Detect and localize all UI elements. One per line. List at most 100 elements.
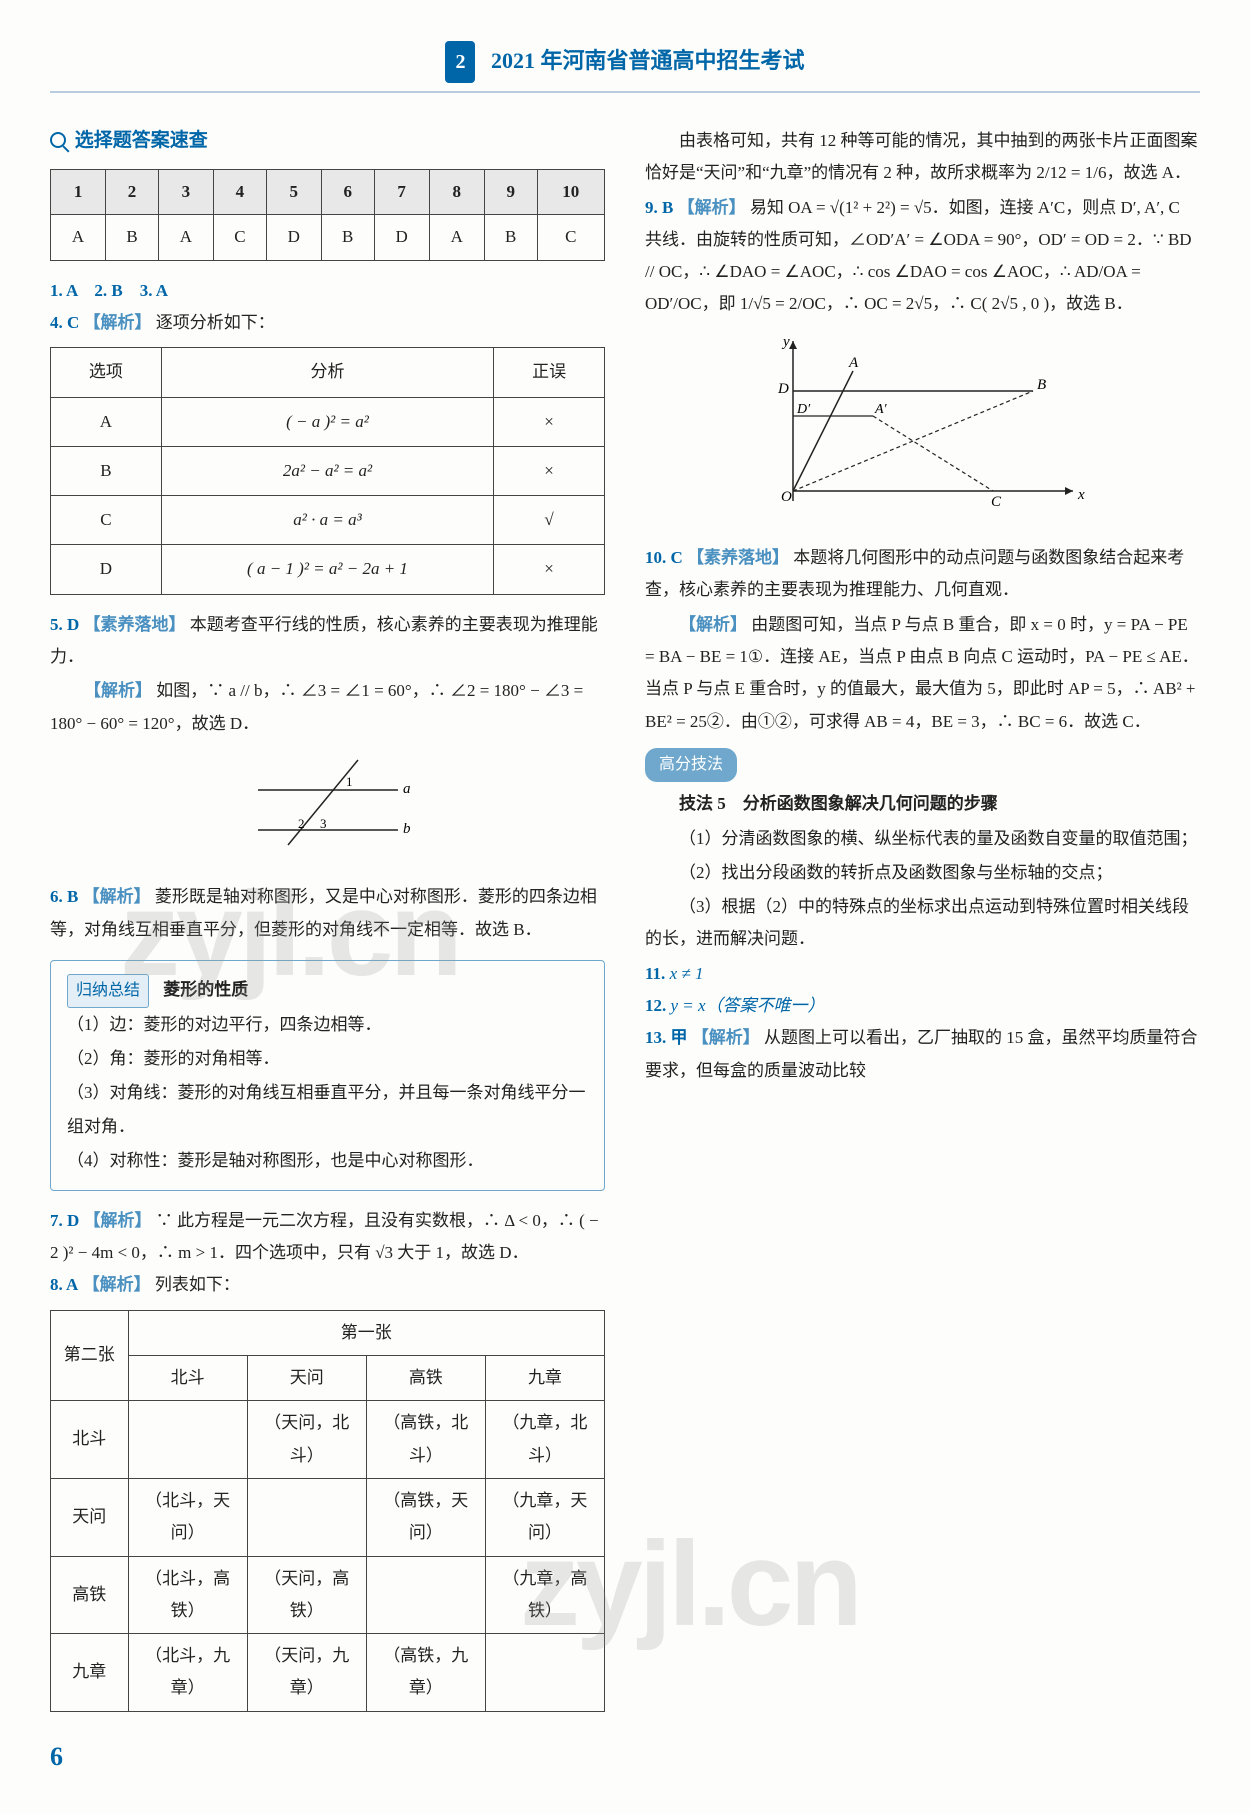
answers-1-3: 1. A 2. B 3. A xyxy=(50,275,605,307)
th: 分析 xyxy=(161,348,493,397)
td: A xyxy=(51,215,106,260)
td: A xyxy=(429,215,484,260)
q5-tag1: 【素养落地】 xyxy=(84,615,186,634)
row-label: 九章 xyxy=(51,1634,129,1712)
td: × xyxy=(494,397,605,446)
q12-num: 12. xyxy=(645,996,666,1015)
label-D: D xyxy=(777,381,789,397)
header-badge: 2 xyxy=(445,41,475,83)
td: （北斗，高铁） xyxy=(128,1556,247,1634)
table-row: 第二张 第一张 xyxy=(51,1310,605,1355)
q7-line: 7. D 【解析】 ∵ 此方程是一元二次方程，且没有实数根，∴ Δ < 0，∴ … xyxy=(50,1205,605,1270)
td: 2a² − a² = a² xyxy=(161,446,493,495)
parallel-lines-svg: a b 1 2 3 xyxy=(238,750,418,860)
label-b: b xyxy=(403,821,411,837)
th: 7 xyxy=(374,170,429,215)
table-row: C a² · a = a³ √ xyxy=(51,496,605,545)
td xyxy=(366,1556,485,1634)
row-label: 北斗 xyxy=(51,1401,129,1479)
th: 3 xyxy=(158,170,213,215)
td: × xyxy=(494,545,605,594)
corner-top: 第一张 xyxy=(128,1310,604,1355)
quickcheck-title: 选择题答案速查 xyxy=(50,123,605,159)
q9-diagram: O x y D D′ A A′ B C xyxy=(645,331,1200,532)
page-header: 2 2021 年河南省普通高中招生考试 xyxy=(50,40,1200,93)
q13-tag: 【解析】 xyxy=(692,1028,760,1047)
q12-text: y = x（答案不唯一） xyxy=(671,996,825,1015)
label-Dp: D′ xyxy=(796,402,811,417)
q8-continuation: 由表格可知，共有 12 种等可能的情况，其中抽到的两张卡片正面图案恰好是“天问”… xyxy=(645,125,1200,190)
q8-table: 第二张 第一张 北斗 天问 高铁 九章 北斗 （天问，北斗） （高铁，北斗） （… xyxy=(50,1310,605,1712)
td: （高铁，天问） xyxy=(366,1478,485,1556)
td xyxy=(247,1478,366,1556)
q9-line: 9. B 【解析】 易知 OA = √(1² + 2²) = √5．如图，连接 … xyxy=(645,192,1200,321)
q11-num: 11. xyxy=(645,964,665,983)
summary-label: 归纳总结 xyxy=(67,974,149,1008)
q5-diagram: a b 1 2 3 xyxy=(50,750,605,871)
q11-text: x ≠ 1 xyxy=(670,964,704,983)
label-O: O xyxy=(781,489,792,505)
q5-line1: 5. D 【素养落地】 本题考查平行线的性质，核心素养的主要表现为推理能力． xyxy=(50,609,605,674)
th: 9 xyxy=(484,170,537,215)
label-x: x xyxy=(1077,487,1085,503)
th: 高铁 xyxy=(366,1356,485,1401)
td: C xyxy=(51,496,162,545)
q12-line: 12. y = x（答案不唯一） xyxy=(645,990,1200,1022)
td: ( − a )² = a² xyxy=(161,397,493,446)
q5-num: 5. D xyxy=(50,615,79,634)
table-row: A ( − a )² = a² × xyxy=(51,397,605,446)
quickcheck-title-text: 选择题答案速查 xyxy=(75,130,208,151)
th: 4 xyxy=(214,170,267,215)
td xyxy=(485,1634,604,1712)
table-row: D ( a − 1 )² = a² − 2a + 1 × xyxy=(51,545,605,594)
right-column: 由表格可知，共有 12 种等可能的情况，其中抽到的两张卡片正面图案恰好是“天问”… xyxy=(645,123,1200,1781)
q8-line: 8. A 【解析】 列表如下： xyxy=(50,1269,605,1301)
summary-item: （2）角：菱形的对角相等． xyxy=(67,1042,588,1076)
magnifier-icon xyxy=(50,132,66,148)
th: 正误 xyxy=(494,348,605,397)
td: D xyxy=(374,215,429,260)
q10-num: 10. C xyxy=(645,548,683,567)
q5-tag2: 【解析】 xyxy=(84,681,152,700)
th: 10 xyxy=(537,170,604,215)
label-3: 3 xyxy=(320,816,327,831)
td: （天问，九章） xyxy=(247,1634,366,1712)
q8-num: 8. A xyxy=(50,1275,78,1294)
q4-line: 4. C 【解析】 逐项分析如下： xyxy=(50,307,605,339)
technique-item: （2）找出分段函数的转折点及函数图象与坐标轴的交点； xyxy=(645,857,1200,889)
q13-num: 13. xyxy=(645,1028,666,1047)
td: A xyxy=(51,397,162,446)
table-row: B 2a² − a² = a² × xyxy=(51,446,605,495)
th: 5 xyxy=(266,170,321,215)
summary-box: 归纳总结 菱形的性质 （1）边：菱形的对边平行，四条边相等． （2）角：菱形的对… xyxy=(50,960,605,1191)
technique-badge: 高分技法 xyxy=(645,748,737,782)
table-row: 北斗 天问 高铁 九章 xyxy=(51,1356,605,1401)
label-B: B xyxy=(1037,377,1046,393)
q10-line1: 10. C 【素养落地】 本题将几何图形中的动点问题与函数图象结合起来考查，核心… xyxy=(645,542,1200,607)
header-title: 2021 年河南省普通高中招生考试 xyxy=(491,48,805,73)
left-column: 选择题答案速查 1 2 3 4 5 6 7 8 9 10 A B A C D B xyxy=(50,123,605,1781)
label-Ap: A′ xyxy=(874,402,888,417)
td: （北斗，天问） xyxy=(128,1478,247,1556)
td: （九章，北斗） xyxy=(485,1401,604,1479)
q6-num: 6. B xyxy=(50,887,78,906)
label-a: a xyxy=(403,781,411,797)
corner-left: 第二张 xyxy=(51,1310,129,1401)
td: （北斗，九章） xyxy=(128,1634,247,1712)
q10-line2: 【解析】 由题图可知，当点 P 与点 B 重合，即 x = 0 时，y = PA… xyxy=(645,609,1200,738)
coordinate-diagram-svg: O x y D D′ A A′ B C xyxy=(753,331,1093,521)
th: 2 xyxy=(106,170,159,215)
q9-tag: 【解析】 xyxy=(678,198,746,217)
q13-line: 13. 甲 【解析】 从题图上可以看出，乙厂抽取的 15 盒，虽然平均质量符合要… xyxy=(645,1022,1200,1087)
q123-text: 1. A 2. B 3. A xyxy=(50,281,168,300)
summary-item: （3）对角线：菱形的对角线互相垂直平分，并且每一条对角线平分一组对角． xyxy=(67,1076,588,1144)
td: × xyxy=(494,446,605,495)
label-A: A xyxy=(848,355,859,371)
td: B xyxy=(51,446,162,495)
label-y: y xyxy=(781,334,790,350)
td: B xyxy=(484,215,537,260)
td: √ xyxy=(494,496,605,545)
td: ( a − 1 )² = a² − 2a + 1 xyxy=(161,545,493,594)
table-row: 高铁 （北斗，高铁） （天问，高铁） （九章，高铁） xyxy=(51,1556,605,1634)
row-label: 高铁 xyxy=(51,1556,129,1634)
